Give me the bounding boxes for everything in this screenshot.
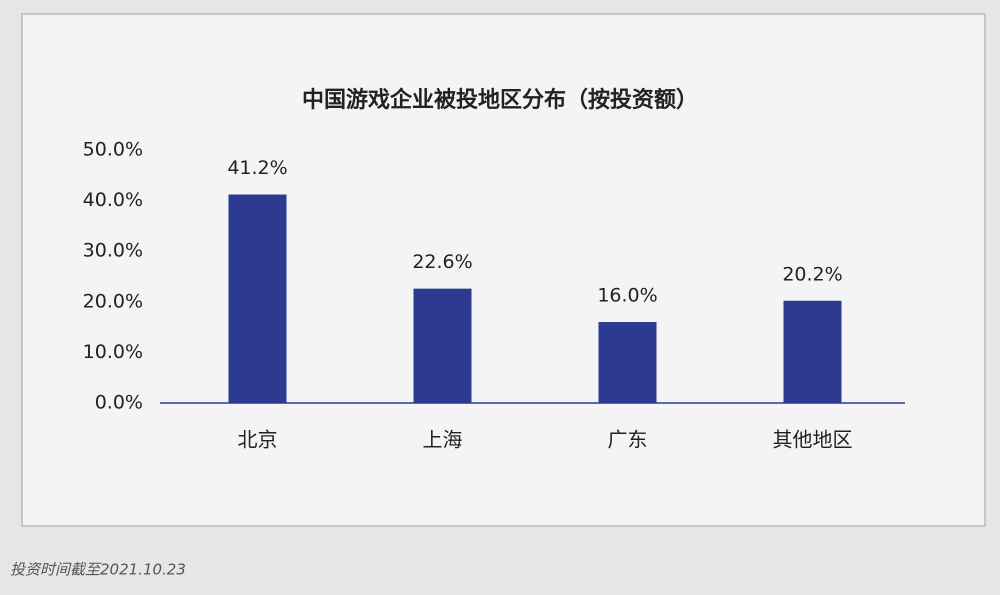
bar <box>413 288 472 403</box>
y-tick-label: 10.0% <box>83 341 143 363</box>
x-tick-label: 上海 <box>423 428 463 452</box>
x-tick-label: 广东 <box>608 428 648 452</box>
y-tick-label: 30.0% <box>83 240 143 262</box>
x-tick-label: 北京 <box>238 428 278 452</box>
chart-frame <box>21 13 986 527</box>
y-tick-label: 20.0% <box>83 290 143 312</box>
footnote: 投资时间截至2021.10.23 <box>10 561 186 579</box>
y-tick-label: 0.0% <box>95 392 143 414</box>
chart-title: 中国游戏企业被投地区分布（按投资额） <box>302 87 698 113</box>
value-label: 41.2% <box>227 157 287 179</box>
value-label: 20.2% <box>782 263 842 285</box>
value-label: 22.6% <box>412 251 472 273</box>
y-tick-label: 40.0% <box>83 189 143 211</box>
value-label: 16.0% <box>597 285 657 307</box>
x-tick-label: 其他地区 <box>773 428 853 452</box>
y-tick-label: 50.0% <box>83 139 143 161</box>
bar <box>598 322 657 403</box>
bar <box>783 300 842 403</box>
bar <box>228 194 287 403</box>
